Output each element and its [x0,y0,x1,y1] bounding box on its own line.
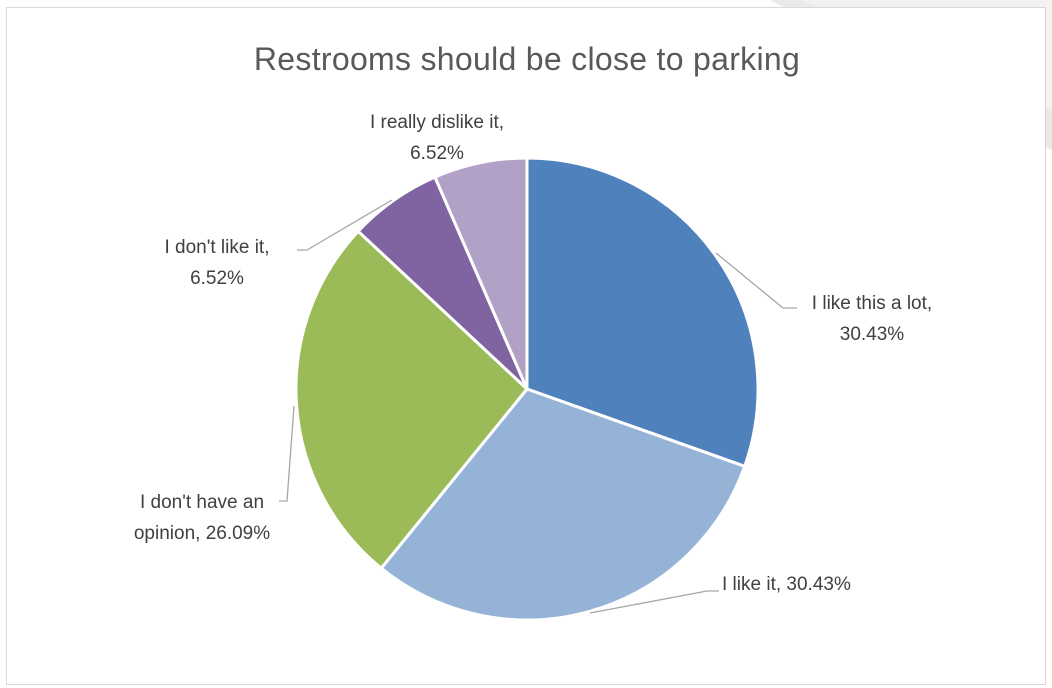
leader-line-i-like-this-a-lot [715,252,797,309]
data-label-line: 6.52% [410,143,464,164]
data-label-line: 30.43% [840,324,905,345]
data-label-i-like-it: I like it, 30.43% [722,574,851,595]
chart-area[interactable]: Restrooms should be close to parking I l… [6,7,1046,685]
data-label-line: 6.52% [190,268,244,289]
data-label-line: I like it, 30.43% [722,574,851,595]
data-label-line: I really dislike it, [370,112,504,133]
data-label-i-don-t-have-an-opinion: I don't have an opinion, 26.09% [134,492,270,544]
leader-line-i-like-it [589,590,719,614]
data-label-line: I like this a lot, [812,293,932,314]
pie-slices [294,156,760,622]
pie-slice-i-really-dislike-it[interactable] [433,156,529,391]
data-label-line: opinion, 26.09% [134,523,270,544]
chart-title: Restrooms should be close to parking [253,41,801,77]
leader-line-i-don-t-have-an-opinion [279,405,295,502]
data-label-i-like-this-a-lot: I like this a lot, 30.43% [812,293,932,345]
pie-slice-i-don-t-have-an-opinion[interactable] [294,229,529,570]
pie-slice-i-like-this-a-lot[interactable] [525,156,760,468]
pie-chart-plot: I like this a lot, 30.43% I like it, 30.43… [134,112,932,622]
pie-slice-i-like-it[interactable] [379,387,747,622]
data-label-i-don-t-like-it: I don't like it, 6.52% [164,237,269,289]
leader-line-i-don-t-like-it [297,199,393,251]
data-label-line: I don't like it, [164,237,269,258]
data-label-i-really-dislike-it: I really dislike it, 6.52% [370,112,504,164]
data-label-line: I don't have an [140,492,264,513]
